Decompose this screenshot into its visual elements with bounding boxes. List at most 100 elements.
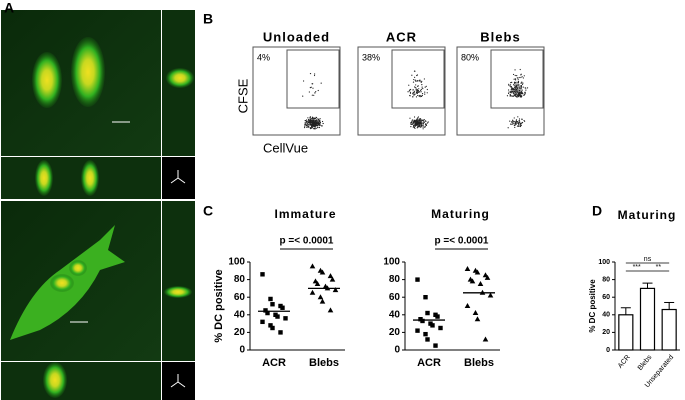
plot-frame [252,46,341,136]
event-dot [311,118,313,120]
bar [639,287,656,351]
point-square [415,277,420,282]
event-dot [515,79,517,81]
point-square [268,296,273,302]
event-dot [313,120,315,122]
event-dot [515,123,517,125]
event-dot [417,126,419,128]
y-tick-label: 80 [234,274,246,285]
significance-label: ** [656,264,662,271]
x-tick-label: ACR [262,357,286,369]
point-triangle [327,307,334,313]
event-dot [313,125,315,127]
event-dot [516,83,518,85]
event-dot [415,84,417,86]
event-dot [413,93,415,96]
event-dot [418,91,420,93]
panel-label: D [592,203,602,219]
event-dot [317,122,319,124]
event-dot [410,123,413,125]
event-dot [312,120,314,123]
p-value: p =< 0.0001 [280,236,334,247]
event-dot [416,92,418,94]
event-dot [420,95,423,98]
point-square [435,314,440,319]
event-dot [521,81,523,83]
event-dot [414,127,416,129]
micrograph-top [1,10,195,199]
event-dot [312,124,314,126]
event-dot [413,124,415,127]
event-dot [521,76,523,78]
event-dot [423,119,425,121]
event-dot [414,76,416,78]
event-dot [409,92,412,94]
gate-percent: 80% [461,52,479,62]
y-tick-label: 20 [234,327,246,338]
event-dot [422,124,425,126]
event-dot [410,126,412,128]
point-square [425,310,430,316]
event-dot [319,124,321,127]
event-dot [516,93,518,96]
event-dot [312,83,314,85]
event-dot [515,88,517,90]
event-dot [413,120,415,122]
event-dot [514,69,516,71]
event-dot [520,94,522,96]
point-square [265,310,270,316]
event-dot [513,78,515,80]
event-dot [518,89,521,92]
point-square [260,319,265,325]
event-dot [417,94,419,97]
event-dot [512,88,515,90]
event-dot [309,127,311,129]
bar [661,308,677,351]
event-dot [510,82,512,84]
point-square [280,305,285,310]
event-dot [412,122,414,124]
event-dot [313,117,315,120]
point-square [283,316,288,321]
event-dot [509,85,511,88]
event-dot [522,82,524,84]
event-dot [315,91,317,93]
event-dot [423,120,425,122]
event-dot [517,80,520,83]
event-dot [524,92,526,94]
point-triangle [324,285,331,291]
event-dot [411,74,413,76]
point-triangle [309,263,316,269]
point-square [275,314,280,319]
event-dot [520,123,522,126]
event-dot [308,121,310,123]
event-dot [418,94,420,97]
event-dot [518,120,520,122]
event-dot [516,75,518,77]
event-dot [515,84,517,87]
event-dot [517,116,519,118]
point-triangle [477,281,484,286]
event-dot [518,93,521,95]
y-tick-label: 60 [389,292,401,303]
event-dot [411,121,413,123]
event-dot [311,94,313,96]
event-dot [307,123,309,126]
event-dot [307,120,309,123]
event-dot [509,91,511,93]
event-dot [304,120,306,122]
event-dot [314,117,316,119]
point-square [278,330,283,335]
event-dot [412,81,415,83]
event-dot [514,122,517,124]
event-dot [516,120,519,123]
event-dot [317,127,319,129]
event-dot [315,116,317,119]
event-dot [521,89,523,91]
event-dot [520,73,522,75]
event-dot [519,125,522,128]
event-dot [420,88,423,90]
event-dot [414,93,416,95]
event-dot [419,126,422,128]
point-square [420,318,425,324]
